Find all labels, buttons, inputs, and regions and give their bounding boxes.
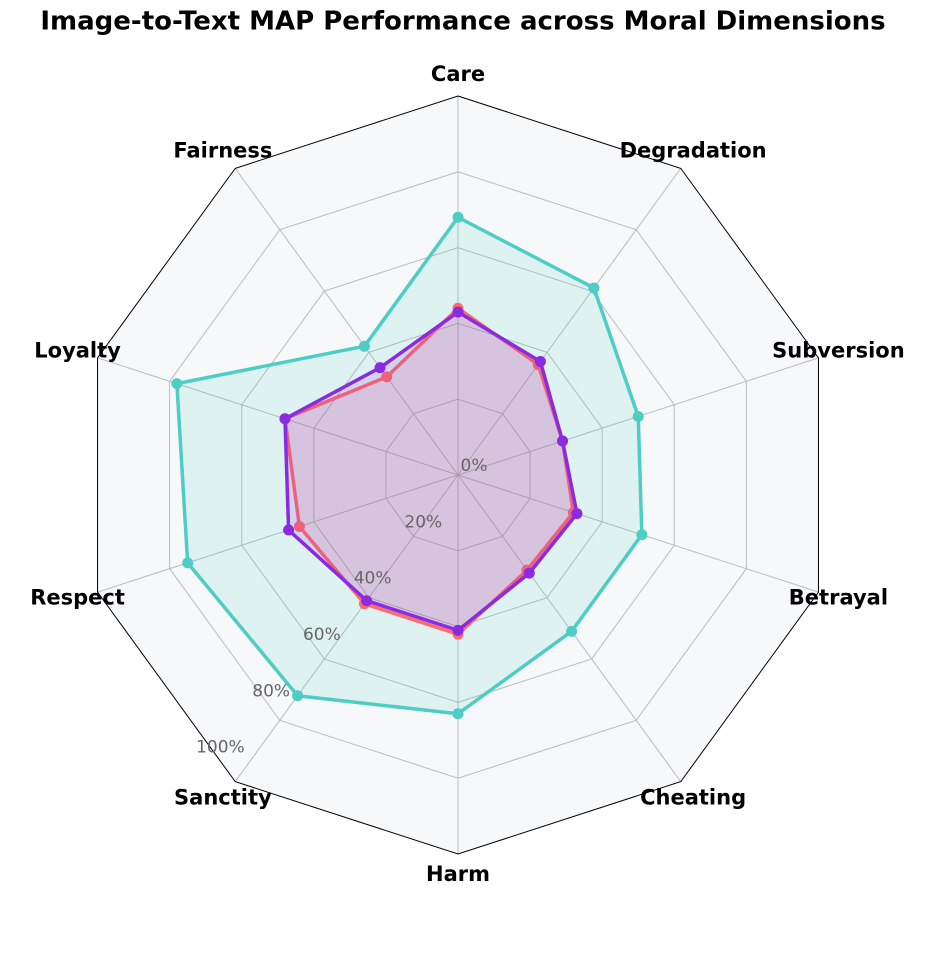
- data-point: [381, 371, 393, 383]
- data-point: [523, 567, 535, 579]
- category-label: Degradation: [620, 138, 767, 162]
- spoke: [234, 168, 459, 476]
- data-point: [566, 625, 578, 637]
- r-tick-label: 20%: [404, 512, 442, 532]
- spoke: [457, 168, 682, 476]
- data-point: [452, 211, 464, 223]
- data-point: [171, 378, 183, 390]
- data-point: [571, 508, 583, 520]
- spoke: [97, 474, 459, 593]
- data-point: [588, 282, 600, 294]
- category-label: Loyalty: [34, 338, 121, 362]
- data-point: [292, 690, 304, 702]
- data-point: [636, 529, 648, 541]
- data-point: [632, 410, 644, 422]
- data-point: [293, 521, 305, 533]
- data-point: [557, 435, 569, 447]
- category-label: Harm: [426, 862, 490, 886]
- spoke: [97, 357, 459, 476]
- r-tick-label: 100%: [196, 738, 245, 758]
- series-area: [284, 312, 577, 631]
- series-area: [176, 217, 642, 714]
- category-label: Care: [431, 62, 485, 86]
- data-point: [452, 624, 464, 636]
- data-point: [534, 356, 546, 368]
- data-point: [358, 340, 370, 352]
- category-label: Cheating: [640, 786, 746, 810]
- r-tick-label: 80%: [252, 681, 290, 701]
- data-point: [361, 595, 373, 607]
- data-point: [452, 708, 464, 720]
- r-tick-label: 40%: [354, 569, 392, 589]
- data-point: [452, 306, 464, 318]
- grid-ring: [385, 398, 531, 552]
- chart-title: Image-to-Text MAP Performance across Mor…: [40, 7, 885, 37]
- category-label: Respect: [30, 586, 125, 610]
- category-label: Sanctity: [174, 786, 272, 810]
- data-point: [182, 557, 194, 569]
- category-label: Subversion: [772, 338, 904, 362]
- r-tick-label: 60%: [303, 625, 341, 645]
- category-label: Betrayal: [789, 586, 888, 610]
- grid-ring: [169, 171, 747, 779]
- r-tick-label: 0%: [461, 456, 488, 476]
- outer-frame: [97, 95, 819, 855]
- category-label: Fairness: [173, 138, 272, 162]
- spoke: [234, 474, 459, 782]
- data-point: [283, 524, 295, 536]
- data-point: [279, 413, 291, 425]
- data-point: [374, 362, 386, 374]
